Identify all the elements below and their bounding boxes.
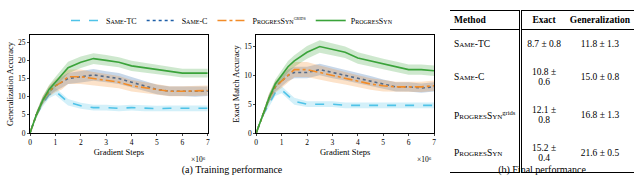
svg-text:2: 2 [79,138,83,147]
html-text:11.8 ± 1.3: 11.8 ± 1.3 [580,39,619,49]
svg-text:Gradient Steps: Gradient Steps [94,147,144,157]
svg-text:20: 20 [18,56,26,65]
html-text:15.2 ± 0.4: 15.2 ± 0.4 [532,143,557,163]
html-text:16.8 ± 1.3: 16.8 ± 1.3 [580,110,620,120]
svg-text:2: 2 [305,138,309,147]
svg-text:ProgresSyn​grids​: ProgresSyn​grids​ [252,15,305,25]
svg-text:6: 6 [180,138,184,147]
html-text:Same-TC: Same-TC [454,39,491,49]
svg-text:7: 7 [206,138,210,147]
svg-text:3: 3 [331,138,335,147]
html-text:15.0 ± 0.8: 15.0 ± 0.8 [580,72,620,82]
svg-text:4: 4 [356,138,360,147]
svg-text:15: 15 [244,42,252,51]
svg-text:5: 5 [248,100,252,109]
svg-text:Same-C: Same-C [182,17,208,26]
svg-text:5: 5 [155,138,159,147]
svg-text:×10⁶: ×10⁶ [417,155,432,163]
svg-text:×10⁶: ×10⁶ [191,155,206,163]
html-text:12.1 ± 0.8: 12.1 ± 0.8 [532,105,557,125]
svg-text:10: 10 [244,71,252,80]
svg-text:15: 15 [18,74,26,83]
html-text:Method: Method [454,15,486,25]
svg-text:6: 6 [407,138,411,147]
svg-text:0: 0 [254,138,258,147]
svg-text:5: 5 [381,138,385,147]
svg-text:0: 0 [248,129,252,138]
html-text:10.8 ± 0.6: 10.8 ± 0.6 [532,67,557,87]
svg-text:Gradient Steps: Gradient Steps [320,147,370,157]
html-text:Exact: Exact [532,15,556,25]
svg-text:0: 0 [22,129,26,138]
svg-text:3: 3 [104,138,108,147]
html-text:(b) Final performance: (b) Final performance [498,164,586,175]
html-text:8.7 ± 0.8: 8.7 ± 0.8 [527,39,561,49]
svg-text:25: 25 [18,38,26,47]
svg-text:Same-TC: Same-TC [106,17,137,26]
svg-text:Generalization Accuracy: Generalization Accuracy [5,41,15,126]
svg-text:Exact Match Accuracy: Exact Match Accuracy [231,45,241,123]
svg-text:7: 7 [432,138,436,147]
html-text:21.6 ± 0.5: 21.6 ± 0.5 [580,148,620,158]
html-text:Same-C: Same-C [454,72,485,82]
html-text:ProgresSyn: ProgresSyn [454,148,503,158]
svg-text:5: 5 [22,110,26,119]
svg-text:4: 4 [130,138,134,147]
svg-text:1: 1 [54,138,58,147]
svg-text:1: 1 [280,138,284,147]
html-text:(a) Training performance: (a) Training performance [181,164,283,175]
svg-text:10: 10 [18,92,26,101]
svg-text:0: 0 [28,138,32,147]
html-text:ProgresSyngrids: ProgresSyngrids [454,108,516,122]
html-text:Generalization: Generalization [569,15,630,25]
svg-text:ProgresSyn: ProgresSyn [351,17,393,26]
